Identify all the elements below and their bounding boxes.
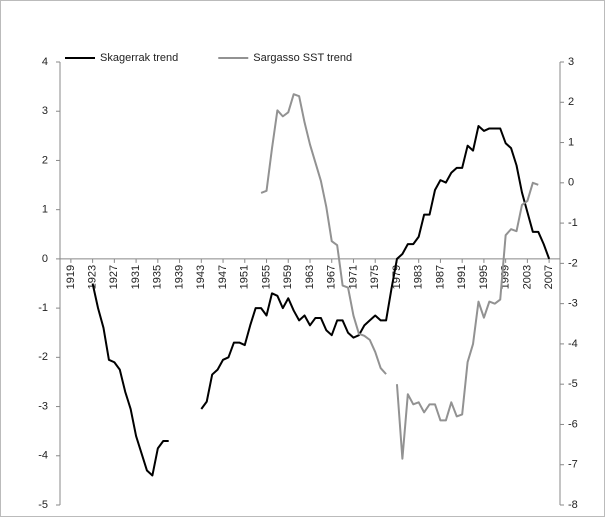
x-tick-label: 1959 [282, 265, 294, 289]
legend-label: Skagerrak trend [100, 52, 178, 64]
y2-tick-label: 1 [568, 136, 574, 148]
x-tick-label: 1923 [87, 265, 99, 289]
y-tick-label: -1 [38, 302, 48, 314]
y2-tick-label: 0 [568, 177, 574, 189]
y-tick-label: 2 [42, 154, 48, 166]
series-line [91, 124, 551, 477]
x-tick-label: 1995 [478, 265, 490, 289]
x-tick-label: 1943 [195, 265, 207, 289]
x-tick-label: 1939 [173, 265, 185, 289]
y2-tick-label: -4 [568, 338, 578, 350]
x-tick-label: 1971 [347, 265, 359, 289]
y-tick-label: -3 [38, 400, 48, 412]
y-tick-label: 1 [42, 204, 48, 216]
y2-tick-label: 3 [568, 56, 574, 68]
y2-tick-label: -3 [568, 298, 578, 310]
y-tick-label: 4 [42, 56, 48, 68]
x-tick-label: 1963 [304, 265, 316, 289]
y-tick-label: -2 [38, 351, 48, 363]
y2-tick-label: -8 [568, 499, 578, 511]
legend-label: Sargasso SST trend [253, 52, 352, 64]
x-tick-label: 1983 [413, 265, 425, 289]
x-tick-label: 1951 [239, 265, 251, 289]
y2-tick-label: -2 [568, 257, 578, 269]
y2-tick-label: 2 [568, 96, 574, 108]
x-tick-label: 1947 [217, 265, 229, 289]
x-tick-label: 2007 [543, 265, 555, 289]
y2-tick-label: -6 [568, 418, 578, 430]
y-tick-label: -4 [38, 450, 48, 462]
x-tick-label: 1919 [65, 265, 77, 289]
x-tick-label: 1927 [108, 265, 120, 289]
series-line [260, 93, 539, 460]
x-tick-label: 1955 [260, 265, 272, 289]
x-tick-label: 2003 [521, 265, 533, 289]
x-tick-label: 1991 [456, 265, 468, 289]
x-tick-label: 1987 [434, 265, 446, 289]
x-tick-label: 1967 [326, 265, 338, 289]
y-tick-label: -5 [38, 499, 48, 511]
y2-tick-label: -5 [568, 378, 578, 390]
x-tick-label: 1931 [130, 265, 142, 289]
x-tick-label: 1975 [369, 265, 381, 289]
x-tick-label: 1935 [152, 265, 164, 289]
y2-tick-label: -1 [568, 217, 578, 229]
y-tick-label: 0 [42, 253, 48, 265]
y-tick-label: 3 [42, 105, 48, 117]
y2-tick-label: -7 [568, 459, 578, 471]
